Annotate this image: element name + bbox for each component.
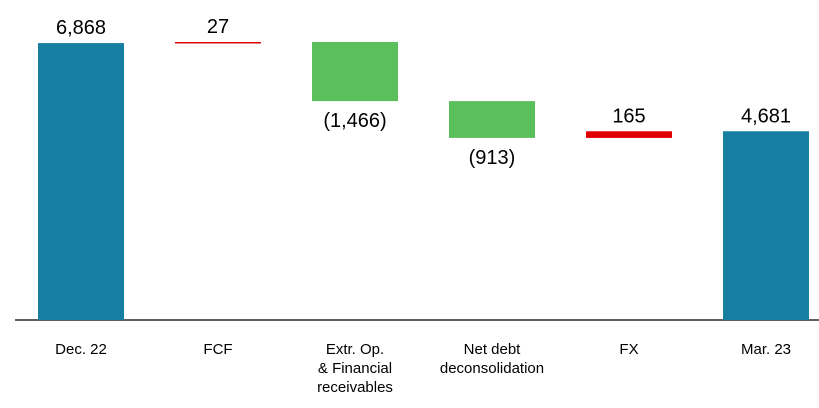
value-label: 27 [207, 16, 229, 38]
x-tick-label: FCF [203, 341, 233, 358]
value-label: 4,681 [741, 105, 791, 127]
bar [312, 42, 398, 102]
x-tick-label: FX [619, 341, 639, 358]
x-tick-label: Mar. 23 [740, 341, 792, 358]
value-label: (913) [469, 147, 516, 169]
value-label: 6,868 [56, 17, 106, 39]
value-label: (1,466) [323, 110, 386, 132]
x-tick-label: Dec. 22 [55, 341, 107, 358]
bar [586, 131, 672, 138]
value-label: 165 [612, 105, 645, 127]
bar [723, 131, 809, 320]
bar [449, 101, 535, 138]
bar [38, 43, 124, 320]
x-tick-label: Net debt deconsolidation [439, 341, 545, 377]
x-tick-label: Extr. Op. & Financial receivables [317, 341, 393, 396]
bar [175, 42, 261, 44]
